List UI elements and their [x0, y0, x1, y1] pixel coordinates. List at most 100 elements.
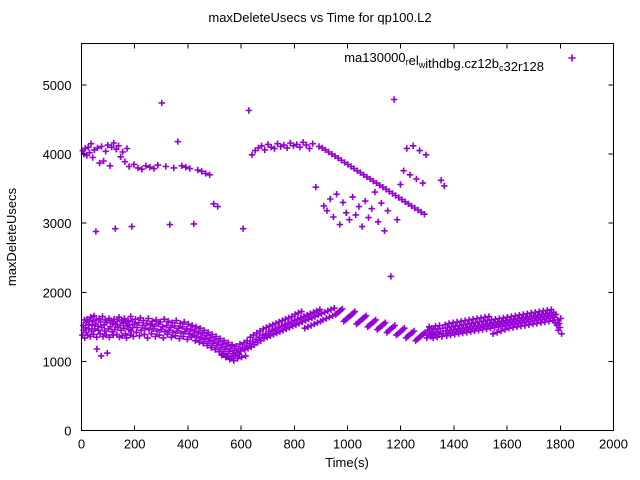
data-point [195, 329, 202, 336]
data-point [355, 203, 363, 210]
data-point [178, 162, 185, 169]
data-point [384, 207, 391, 214]
data-point [114, 318, 121, 325]
y-tick-label: 2000 [43, 285, 72, 300]
data-point [557, 315, 564, 322]
data-point [147, 321, 154, 328]
data-point [159, 323, 166, 330]
data-point [422, 151, 430, 158]
data-points-layer [79, 96, 565, 364]
data-point [271, 145, 278, 152]
data-point [122, 330, 129, 337]
data-point [182, 164, 189, 171]
legend-plus-icon [568, 54, 576, 62]
y-tick-label: 3000 [43, 216, 72, 231]
data-point [132, 316, 139, 323]
data-point [489, 330, 497, 337]
data-point [331, 305, 338, 312]
data-point [339, 199, 347, 206]
data-point [95, 327, 102, 334]
data-point [85, 144, 92, 151]
x-tick-label: 800 [283, 437, 305, 452]
legend-text-run: ithdbg.cz12b [425, 56, 499, 71]
legend-series-label: ma130000relwithdbg.cz12bc32r128 [344, 50, 544, 74]
data-point [169, 319, 176, 326]
data-point [160, 334, 167, 342]
legend-text-run: el [409, 53, 419, 68]
data-point [240, 225, 247, 232]
data-point [98, 352, 105, 360]
data-point [406, 171, 414, 178]
data-point [220, 350, 227, 357]
data-point [296, 144, 304, 151]
legend[interactable]: ma130000relwithdbg.cz12bc32r128 [344, 50, 576, 74]
data-point [141, 331, 148, 338]
data-point [128, 223, 135, 230]
data-point [421, 211, 428, 218]
data-point [102, 148, 109, 155]
data-point [227, 345, 234, 352]
data-point [266, 322, 273, 330]
x-tick-label: 1200 [386, 437, 415, 452]
data-point [198, 168, 205, 175]
data-point [113, 146, 120, 153]
data-point [441, 182, 448, 190]
data-point [485, 313, 493, 320]
data-point [99, 313, 106, 320]
data-point [372, 316, 379, 324]
data-point [145, 315, 152, 322]
y-tick-label: 0 [64, 424, 71, 439]
data-point [138, 166, 146, 173]
data-point [158, 99, 165, 107]
x-axis-ticks: 0 200 400 600 800 1000 1200 1400 1600 1800 2000 [78, 43, 628, 452]
data-point [210, 200, 217, 207]
data-point [153, 316, 160, 324]
legend-text-run: 32r128 [504, 59, 544, 74]
data-point [419, 179, 426, 187]
data-point [413, 175, 420, 183]
data-point [179, 323, 186, 330]
data-point [212, 346, 219, 353]
data-point [191, 327, 198, 335]
data-point [123, 334, 130, 342]
data-point [170, 164, 177, 172]
data-point [167, 324, 174, 331]
data-point [501, 326, 509, 333]
data-point [93, 345, 101, 353]
legend-marker-icon [568, 54, 576, 62]
x-tick-label: 1000 [333, 437, 362, 452]
data-point [351, 308, 359, 315]
data-point [153, 327, 161, 335]
data-point [192, 337, 199, 344]
data-point [206, 171, 213, 178]
data-point [324, 307, 331, 315]
data-point [214, 203, 221, 210]
data-point [119, 148, 126, 156]
data-point [108, 144, 115, 151]
data-point [205, 338, 213, 345]
legend-text-run: ma130000 [344, 50, 405, 65]
data-point [121, 315, 128, 322]
data-point [493, 329, 501, 336]
data-point [171, 322, 178, 330]
data-point [387, 273, 395, 280]
data-point [192, 323, 200, 330]
data-point [133, 324, 141, 331]
data-point [371, 188, 379, 196]
data-point [185, 330, 193, 337]
data-point [213, 342, 221, 349]
data-point [282, 316, 289, 323]
data-point [339, 305, 346, 313]
data-point [196, 325, 204, 332]
data-point [121, 158, 129, 165]
data-point [330, 213, 337, 221]
data-point [352, 211, 359, 219]
data-point [177, 329, 185, 337]
data-point [346, 216, 353, 223]
data-point [209, 340, 217, 347]
data-point [161, 316, 168, 323]
data-point [378, 199, 385, 207]
data-point [294, 316, 301, 323]
data-point [82, 145, 89, 152]
data-point [199, 330, 206, 337]
